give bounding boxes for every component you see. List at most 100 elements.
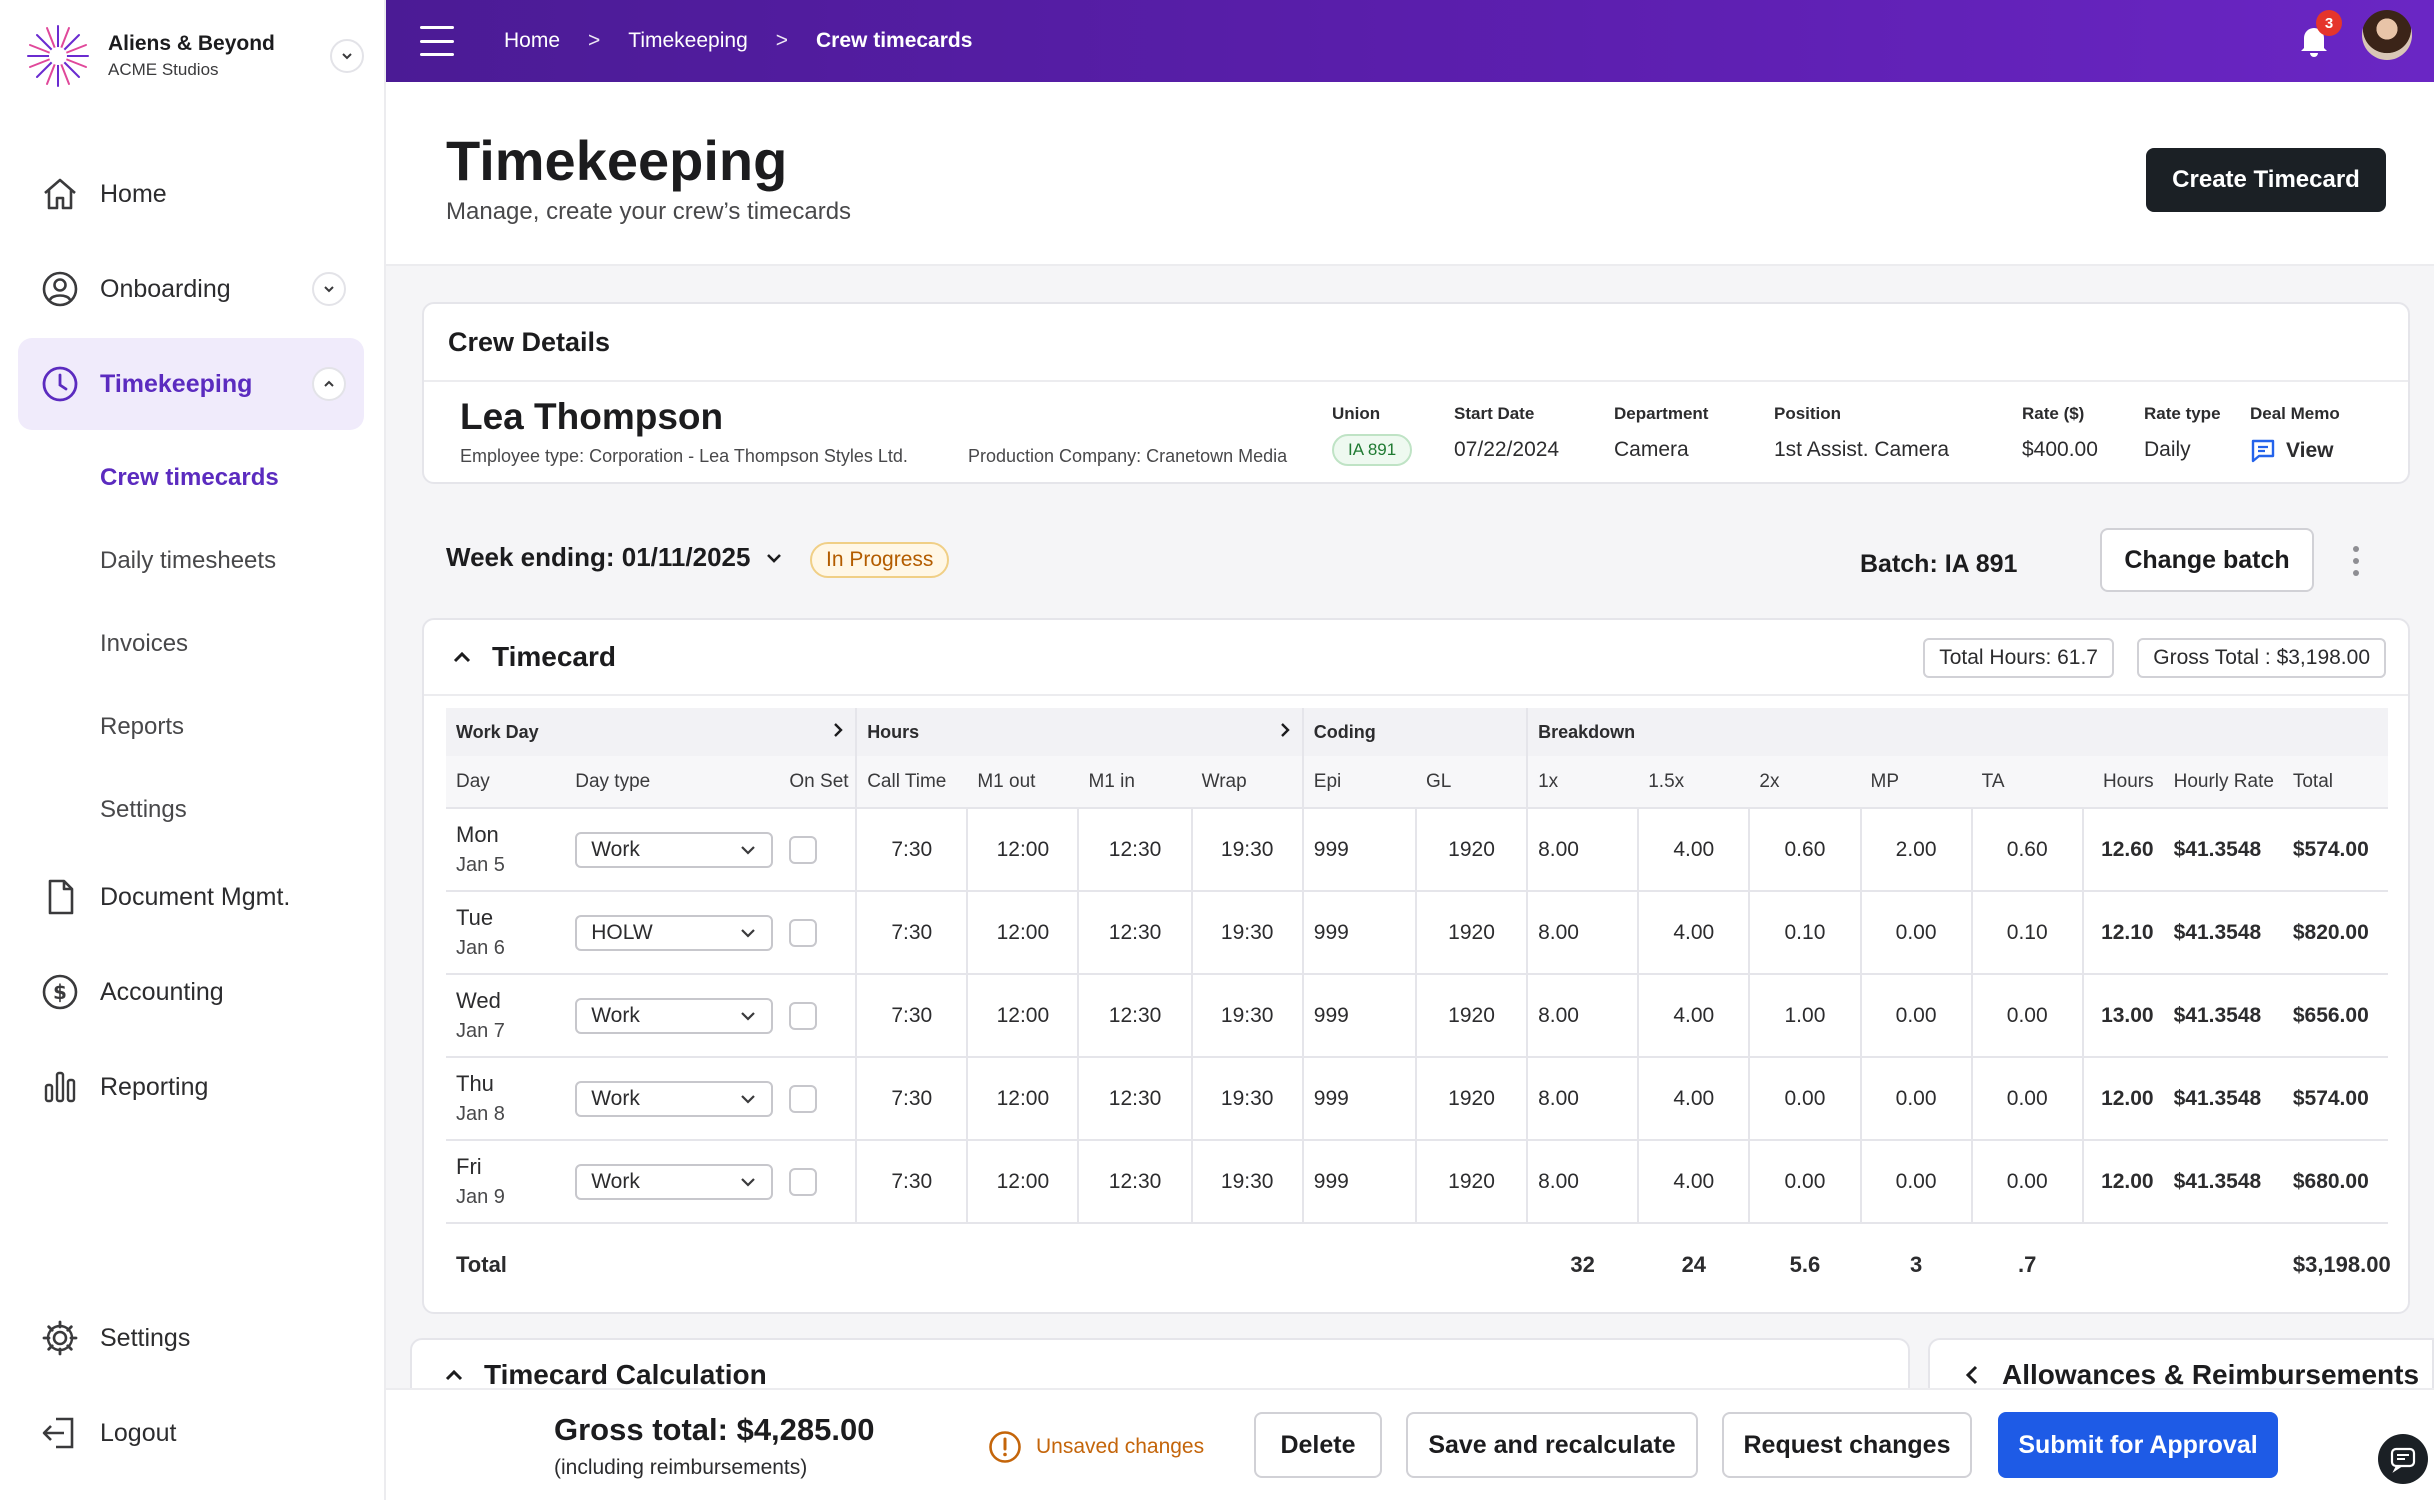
on-set-checkbox[interactable] xyxy=(789,1084,818,1113)
cell-m1-in[interactable]: 12:30 xyxy=(1077,974,1192,1058)
day-type-select[interactable]: Work xyxy=(575,1080,774,1117)
day-type-select[interactable]: HOLW xyxy=(575,914,774,951)
crew-details-title: Crew Details xyxy=(424,304,2408,382)
cell-m1-out[interactable]: 12:00 xyxy=(966,974,1079,1058)
subnav-reports[interactable]: Reports xyxy=(100,712,185,740)
cell-day-type: Work xyxy=(565,1057,780,1141)
cell-m1-in[interactable]: 12:30 xyxy=(1077,808,1192,892)
breadcrumb-home[interactable]: Home xyxy=(504,29,561,52)
subnav-settings[interactable]: Settings xyxy=(100,795,187,823)
cell-mp: 0.00 xyxy=(1859,891,1972,975)
page-subtitle: Manage, create your crew’s timecards xyxy=(446,198,852,225)
nav-item-accounting[interactable]: $ Accounting xyxy=(18,946,364,1038)
cell-epi[interactable]: 999 xyxy=(1301,891,1416,975)
cell-m1-out[interactable]: 12:00 xyxy=(966,891,1079,975)
chevron-down-icon[interactable] xyxy=(312,272,346,306)
cell-hours: 12.00 xyxy=(2081,1057,2164,1141)
cell-ta: 0.00 xyxy=(1970,1140,2083,1224)
org-name: Aliens & Beyond xyxy=(108,32,275,55)
cell-m1-in[interactable]: 12:30 xyxy=(1077,891,1192,975)
field-label: Deal Memo xyxy=(2250,404,2340,423)
timecard-calculation-header[interactable]: Timecard Calculation xyxy=(412,1340,1908,1410)
bell-icon[interactable]: 3 xyxy=(2294,10,2342,60)
org-switcher[interactable]: Aliens & Beyond ACME Studios xyxy=(24,18,364,94)
submit-approval-button[interactable]: Submit for Approval xyxy=(1998,1412,2278,1478)
nav-item-home[interactable]: Home xyxy=(18,148,364,240)
field-rate-type: Rate type Daily xyxy=(2144,404,2221,462)
cell-epi[interactable]: 999 xyxy=(1301,808,1416,892)
subnav-invoices[interactable]: Invoices xyxy=(100,629,189,657)
on-set-checkbox[interactable] xyxy=(789,835,818,864)
cell-wrap[interactable]: 19:30 xyxy=(1190,1057,1303,1141)
chat-icon[interactable] xyxy=(2378,1434,2428,1484)
nav-item-document-mgmt[interactable]: Document Mgmt. xyxy=(18,851,364,943)
request-changes-button[interactable]: Request changes xyxy=(1722,1412,1972,1478)
nav-item-settings[interactable]: Settings xyxy=(18,1292,364,1384)
deal-memo-view-link[interactable]: View xyxy=(2250,438,2340,464)
chevron-up-icon[interactable] xyxy=(312,367,346,401)
group-hours[interactable]: Hours xyxy=(855,708,1303,756)
more-options-icon[interactable] xyxy=(2352,546,2360,576)
allowances-header[interactable]: Allowances & Reimbursements xyxy=(1930,1340,2432,1410)
cell-m1-in[interactable]: 12:30 xyxy=(1077,1140,1192,1224)
cell-call-time[interactable]: 7:30 xyxy=(855,1140,968,1224)
cell-m1-out[interactable]: 12:00 xyxy=(966,1057,1079,1141)
cell-wrap[interactable]: 19:30 xyxy=(1190,891,1303,975)
timecard-header[interactable]: Timecard Total Hours: 61.7 Gross Total :… xyxy=(424,620,2408,696)
subnav-daily-timesheets[interactable]: Daily timesheets xyxy=(100,546,277,574)
col-day-type: Day type xyxy=(565,756,780,809)
menu-icon[interactable] xyxy=(420,26,454,56)
week-ending-label: Week ending: 01/11/2025 xyxy=(446,542,751,572)
save-recalculate-button[interactable]: Save and recalculate xyxy=(1406,1412,1698,1478)
group-work-day[interactable]: Work Day xyxy=(446,708,857,756)
cell-epi[interactable]: 999 xyxy=(1301,974,1416,1058)
chevron-down-icon xyxy=(767,553,782,563)
cell-call-time[interactable]: 7:30 xyxy=(855,974,968,1058)
cell-gl[interactable]: 1920 xyxy=(1414,1057,1528,1141)
breadcrumb-timekeeping[interactable]: Timekeeping xyxy=(628,29,748,52)
cell-epi[interactable]: 999 xyxy=(1301,1057,1416,1141)
gross-total-summary: Gross Total : $3,198.00 xyxy=(2137,638,2386,678)
cell-call-time[interactable]: 7:30 xyxy=(855,1057,968,1141)
cell-wrap[interactable]: 19:30 xyxy=(1190,1140,1303,1224)
table-row: Wed Jan 7 Work 7:30 12:00 12:30 19:30 999 1920 8.… xyxy=(446,974,2388,1058)
cell-gl[interactable]: 1920 xyxy=(1414,974,1528,1058)
cell-epi[interactable]: 999 xyxy=(1301,1140,1416,1224)
table-group-header: Work Day Hours Coding Breakdown xyxy=(446,708,2388,756)
change-batch-button[interactable]: Change batch xyxy=(2100,528,2314,592)
on-set-checkbox[interactable] xyxy=(789,1001,818,1030)
chevron-right-icon[interactable] xyxy=(831,722,845,743)
table-row: Mon Jan 5 Work 7:30 12:00 12:30 19:30 999 1920 8.… xyxy=(446,808,2388,892)
nav-item-reporting[interactable]: Reporting xyxy=(18,1041,364,1133)
nav-item-timekeeping[interactable]: Timekeeping xyxy=(18,338,364,430)
field-union: Union IA 891 xyxy=(1332,404,1413,466)
day-type-select[interactable]: Work xyxy=(575,997,774,1034)
delete-button[interactable]: Delete xyxy=(1254,1412,1382,1478)
nav-item-logout[interactable]: Logout xyxy=(18,1387,364,1479)
cell-wrap[interactable]: 19:30 xyxy=(1190,808,1303,892)
avatar[interactable] xyxy=(2362,10,2412,60)
week-ending-selector[interactable]: Week ending: 01/11/2025 xyxy=(446,542,784,573)
subnav-crew-timecards[interactable]: Crew timecards xyxy=(100,463,279,491)
chevron-right-icon[interactable] xyxy=(1278,722,1292,743)
cell-call-time[interactable]: 7:30 xyxy=(855,891,968,975)
day-type-select[interactable]: Work xyxy=(575,1163,774,1200)
cell-call-time[interactable]: 7:30 xyxy=(855,808,968,892)
cell-gl[interactable]: 1920 xyxy=(1414,1140,1528,1224)
cell-2x: 0.10 xyxy=(1748,891,1861,975)
cell-gl[interactable]: 1920 xyxy=(1414,808,1528,892)
cell-m1-in[interactable]: 12:30 xyxy=(1077,1057,1192,1141)
on-set-checkbox[interactable] xyxy=(789,918,818,947)
field-value: 1st Assist. Camera xyxy=(1774,438,1950,461)
cell-m1-out[interactable]: 12:00 xyxy=(966,808,1079,892)
cell-gl[interactable]: 1920 xyxy=(1414,891,1528,975)
chevron-down-icon[interactable] xyxy=(330,39,364,73)
cell-m1-out[interactable]: 12:00 xyxy=(966,1140,1079,1224)
day-type-select[interactable]: Work xyxy=(575,831,774,868)
crew-name: Lea Thompson xyxy=(460,396,724,437)
cell-wrap[interactable]: 19:30 xyxy=(1190,974,1303,1058)
nav-item-onboarding[interactable]: Onboarding xyxy=(18,243,364,335)
create-timecard-button[interactable]: Create Timecard xyxy=(2146,148,2386,212)
on-set-checkbox[interactable] xyxy=(789,1167,818,1196)
total-mp: 3 xyxy=(1860,1222,1972,1305)
